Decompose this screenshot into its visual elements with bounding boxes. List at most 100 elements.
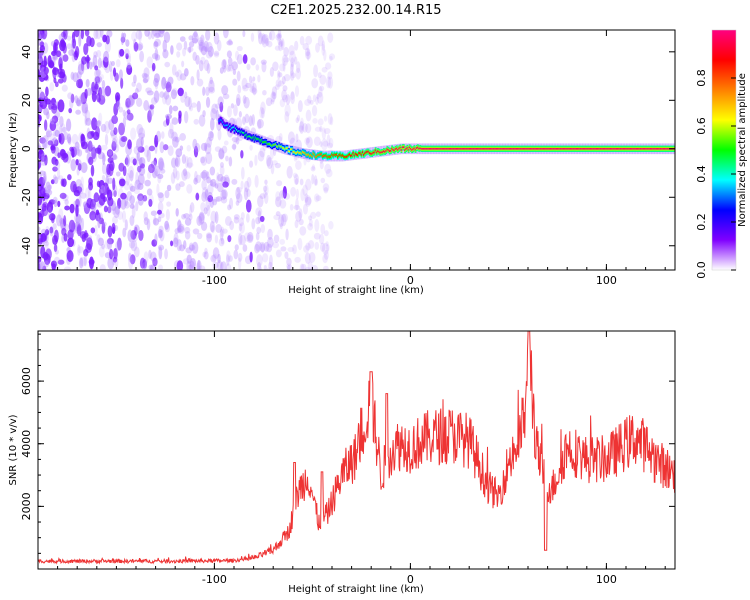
ridge-core — [398, 147, 401, 150]
spectrogram-noise-blob — [302, 42, 309, 51]
spectrogram-noise-blob — [314, 219, 320, 232]
spectrogram-noise-blob — [210, 210, 217, 224]
spectrogram-noise-blob — [42, 240, 50, 247]
spectrogram-noise-blob — [87, 140, 93, 152]
spectrogram-noise-blob — [304, 99, 311, 107]
spectrogram-noise-blob — [122, 165, 127, 177]
spectrogram-noise-blob — [38, 226, 41, 232]
spectrogram-noise-blob — [226, 40, 234, 46]
spectrogram-noise-blob — [115, 59, 121, 68]
ridge-core — [534, 147, 537, 150]
spectrogram-noise-blob — [78, 183, 84, 195]
spectrogram-noise-blob — [220, 261, 227, 270]
spectrogram-noise-blob — [320, 177, 326, 184]
spectrogram-noise-blob — [277, 72, 283, 78]
spectrogram-noise-blob — [300, 117, 304, 131]
spectrogram-noise-blob — [294, 256, 301, 263]
ridge-core — [438, 147, 441, 150]
ridge-core — [501, 147, 504, 150]
spectrogram-noise-blob — [96, 50, 102, 58]
spectrogram-noise-blob — [298, 218, 304, 226]
spectrogram-noise-blob — [106, 163, 111, 176]
spectrogram-noise-blob — [305, 242, 311, 251]
spectrogram-noise-blob — [118, 69, 123, 81]
spectrogram-noise-blob — [299, 263, 305, 270]
ridge-core — [406, 147, 409, 149]
ridge-core — [292, 150, 295, 153]
spectrogram-noise-blob — [259, 193, 266, 200]
spectrogram-noise-blob — [117, 197, 122, 209]
spectrogram-noise-blob — [92, 54, 98, 68]
spectrogram-noise-blob — [266, 243, 273, 253]
spectrogram-noise-blob — [184, 230, 191, 240]
ridge-core — [370, 152, 372, 155]
spectrogram-noise-blob — [45, 181, 51, 195]
ridge-core — [245, 133, 248, 136]
spectrogram-noise-blob — [281, 192, 286, 198]
spectrogram-noise-blob — [76, 99, 82, 107]
spectrogram-noise-blob — [49, 61, 55, 68]
ridge-core — [419, 147, 422, 150]
spectrogram-noise-blob — [237, 252, 243, 262]
spectrogram-noise-blob — [318, 86, 323, 98]
ridge-core — [649, 147, 652, 150]
ridge-core — [605, 147, 608, 150]
ridge-core — [658, 147, 660, 150]
spectrogram-noise-blob — [198, 213, 205, 226]
spectrogram-noise-blob — [69, 98, 74, 109]
spectrogram-noise-blob — [263, 241, 270, 252]
spectrogram-noise-blob — [310, 211, 317, 219]
ridge-core — [394, 148, 397, 150]
ridge-core — [487, 147, 490, 150]
spectrogram-noise-blob — [227, 204, 232, 211]
ridge-core — [518, 147, 520, 150]
spectrogram-noise-blob — [236, 45, 243, 52]
spectrogram-noise-blob — [219, 67, 224, 74]
ridge-core — [219, 118, 222, 121]
ridge-core — [263, 141, 265, 144]
spectrogram-noise-blob — [120, 198, 127, 210]
spectrogram-noise-blob — [143, 67, 150, 78]
ridge-core — [661, 147, 664, 150]
spectrogram-noise-blob — [96, 120, 102, 127]
spectrogram-noise-blob — [256, 118, 264, 129]
spectrogram-noise-blob — [77, 244, 81, 256]
spectrogram-noise-blob — [312, 118, 318, 124]
spectrogram-noise-blob — [235, 187, 241, 200]
spectrogram-noise-blob — [138, 30, 142, 43]
spectrogram-noise-blob — [316, 93, 320, 100]
spectrogram-noise-blob — [51, 263, 56, 270]
spectrogram-noise-blob — [209, 166, 216, 176]
spectrogram-noise-blob — [281, 75, 286, 85]
ridge-core — [293, 151, 296, 153]
spectrogram-noise-blob — [181, 213, 187, 220]
ridge-core — [595, 147, 598, 150]
spectrogram-noise-blob — [99, 30, 104, 38]
ridge-core — [317, 154, 319, 157]
spectrogram-noise-blob — [87, 188, 92, 201]
spectrogram-noise-blob — [277, 70, 281, 80]
spectrogram-noise-blob — [171, 131, 178, 142]
spectrogram-noise-blob — [205, 96, 211, 108]
spectrogram-noise-blob — [111, 208, 117, 215]
ridge-core — [421, 147, 424, 150]
spectrogram-noise-blob — [191, 32, 199, 44]
spectrogram-noise-blob — [96, 234, 101, 243]
spectrogram-noise-blob — [148, 198, 153, 207]
spectrogram-noise-blob — [296, 114, 301, 122]
spectrogram-noise-blob — [113, 206, 120, 219]
spectrogram-noise-blob — [325, 168, 333, 178]
ridge-core — [499, 147, 502, 150]
spectrogram-noise-blob — [242, 54, 248, 64]
spectrogram-noise-blob — [321, 66, 328, 73]
spectrogram-noise-blob — [228, 156, 233, 167]
y-tick-label: 6000 — [20, 367, 33, 395]
spectrogram-noise-blob — [227, 235, 232, 243]
spectrogram-noise-blob — [315, 42, 320, 53]
ridge-core — [577, 147, 579, 150]
ridge-core — [532, 147, 535, 150]
spectrogram-noise-blob — [179, 244, 185, 252]
ridge-core — [457, 147, 459, 150]
spectrogram-noise-blob — [61, 84, 68, 92]
spectrogram-noise-blob — [164, 61, 171, 68]
